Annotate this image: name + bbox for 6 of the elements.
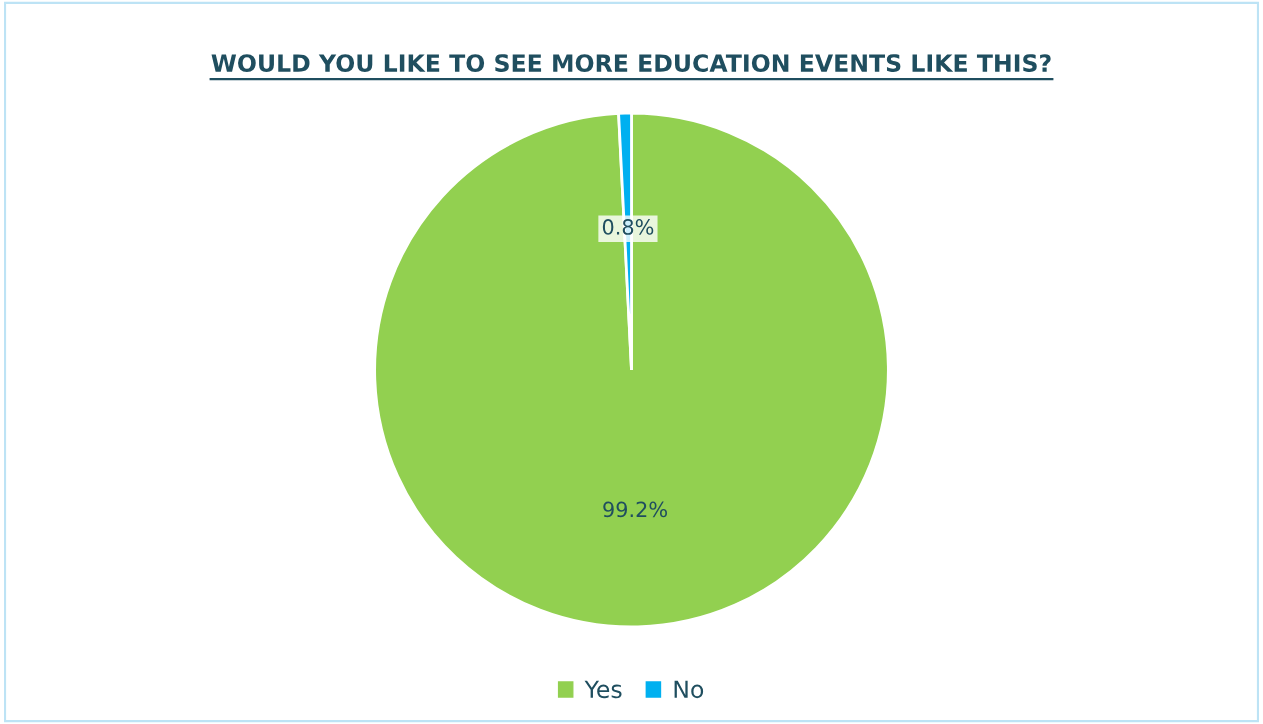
legend-label: Yes (584, 680, 622, 699)
chart-title: WOULD YOU LIKE TO SEE MORE EDUCATION EVENTS LIKE THIS? (211, 54, 1051, 73)
data-label: 99.2% (603, 501, 667, 518)
pie-slice (373, 111, 890, 629)
data-label: 0.8% (602, 219, 654, 235)
legend-label: No (674, 680, 704, 699)
